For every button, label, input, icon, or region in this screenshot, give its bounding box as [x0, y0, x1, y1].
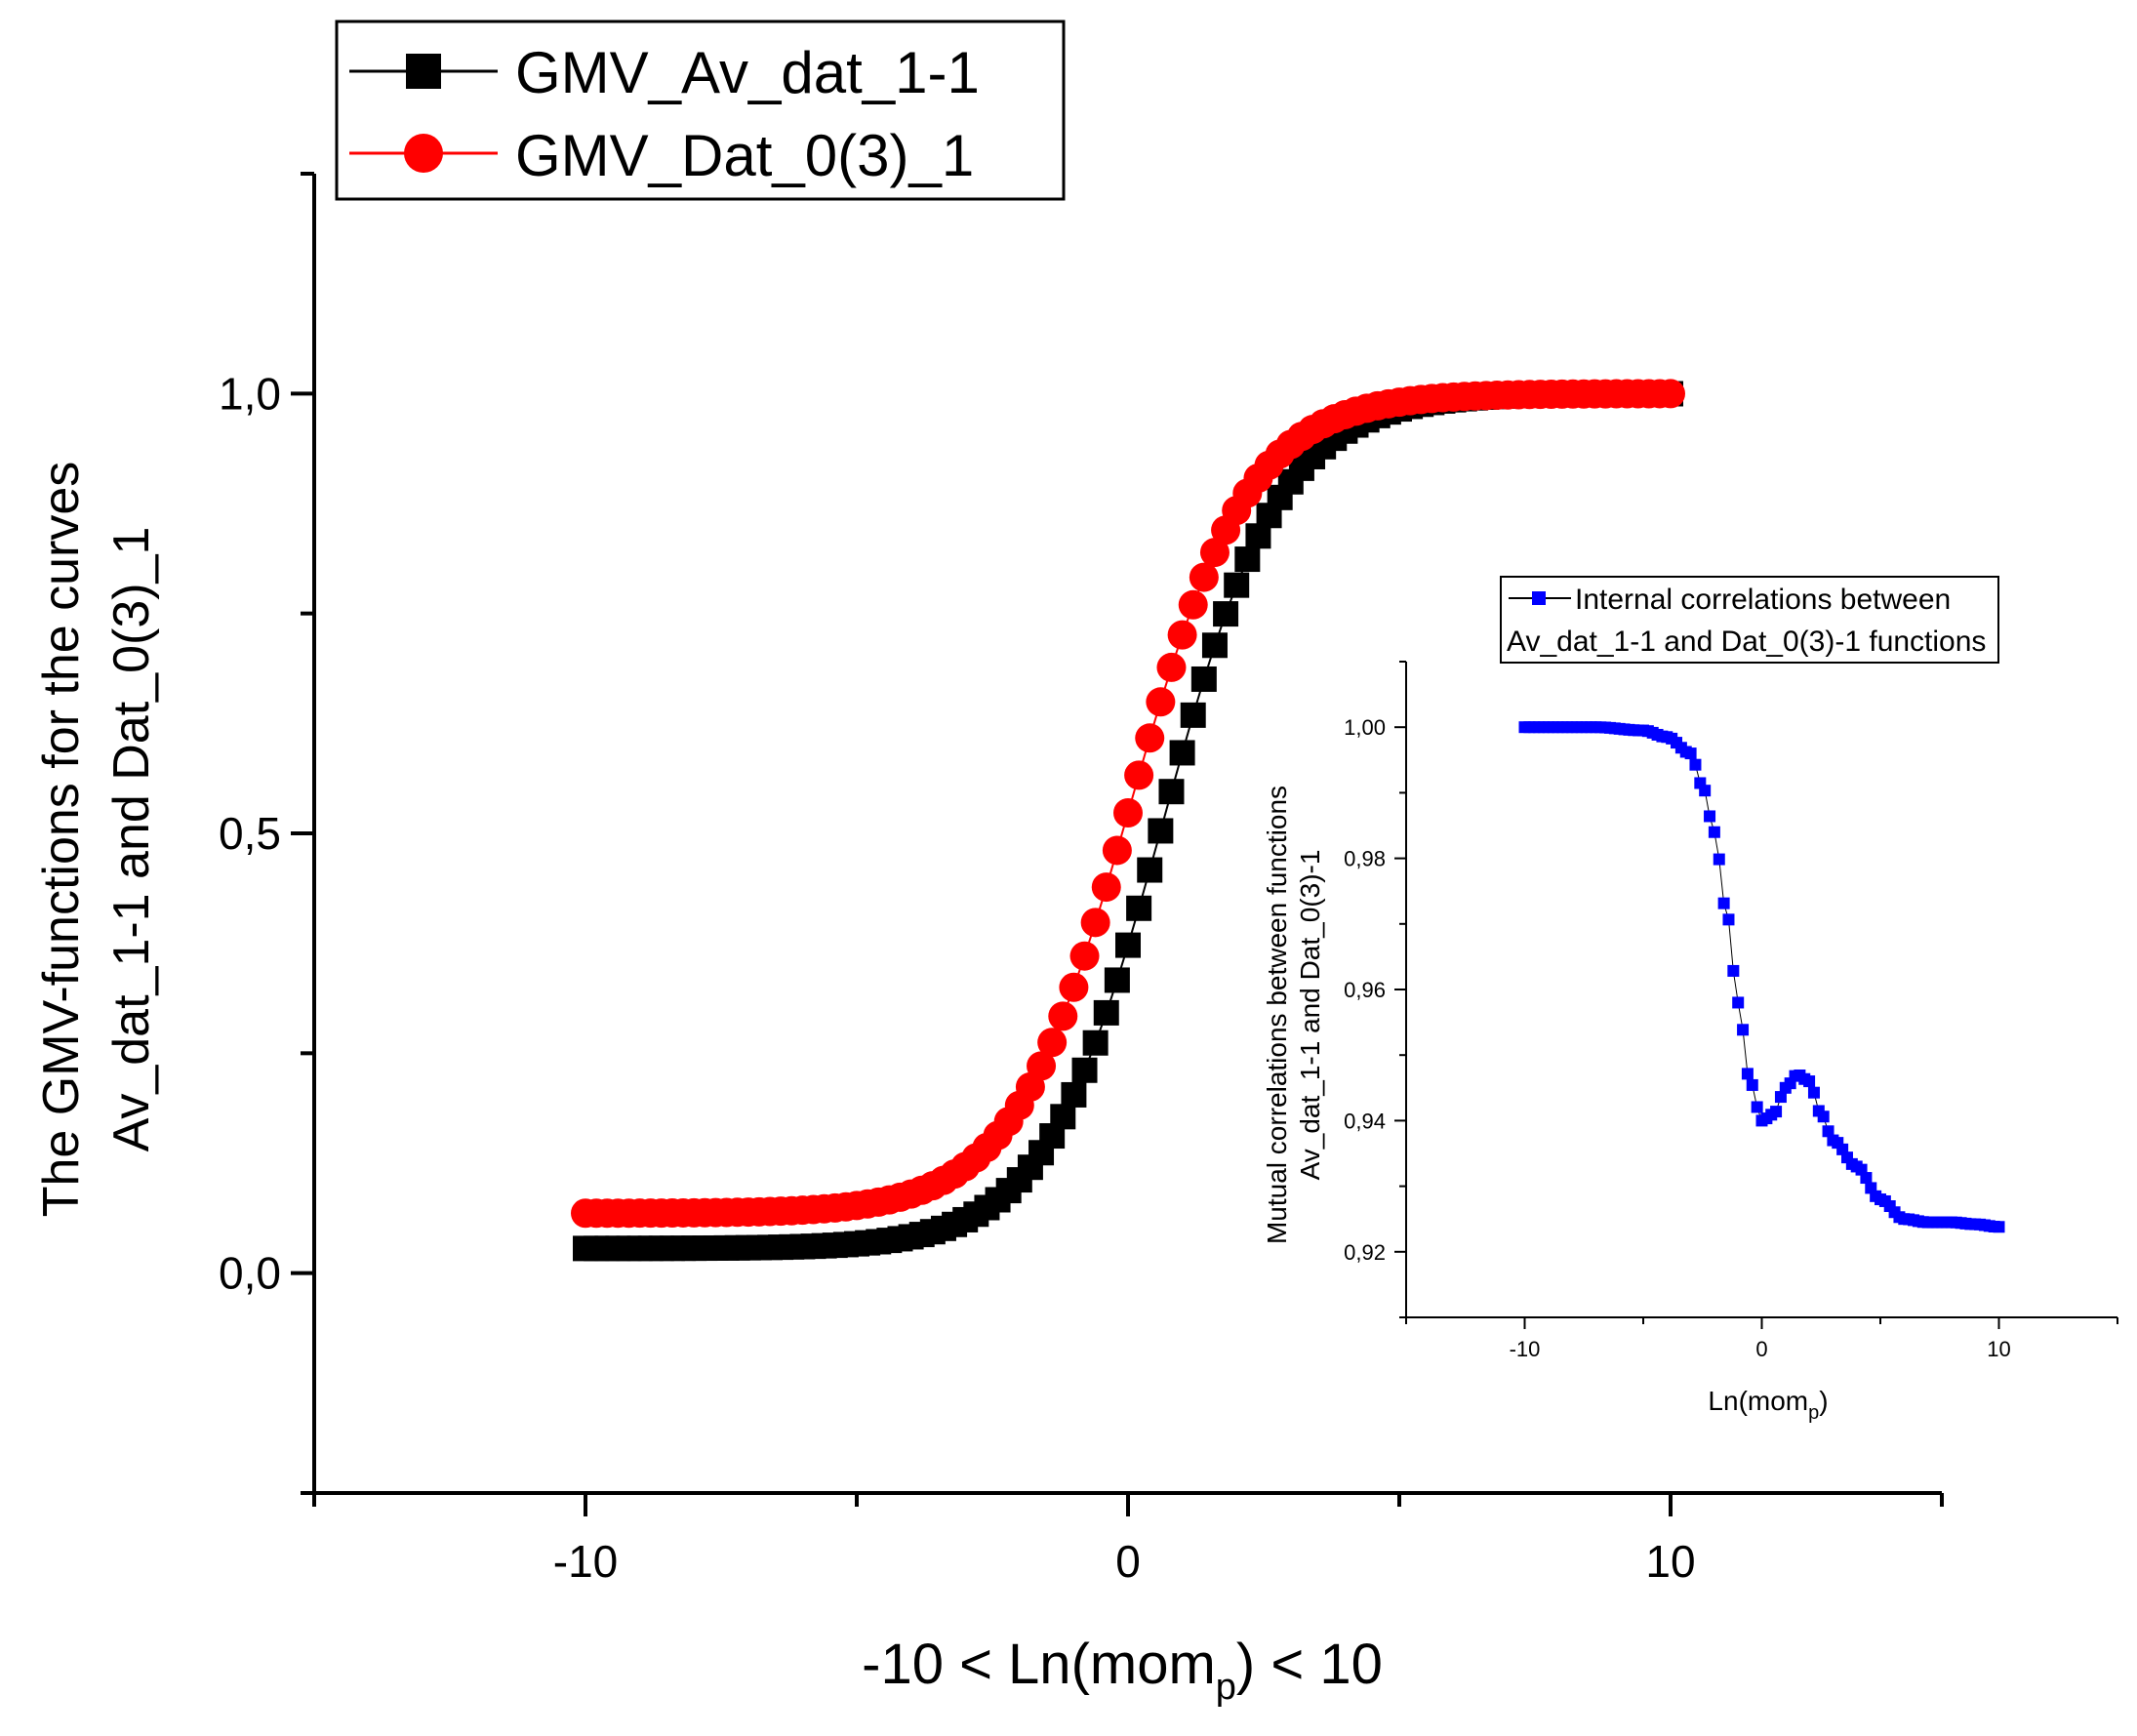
data-point-square	[1699, 785, 1712, 797]
main-x-tick-label: 10	[1645, 1536, 1695, 1587]
inset-y-tick-label: 0,96	[1344, 978, 1386, 1002]
data-point-circle	[1199, 538, 1230, 568]
data-point-square	[1224, 572, 1250, 598]
data-point-circle	[1091, 872, 1121, 903]
data-point-square	[1741, 1068, 1754, 1080]
inset-y-tick-label: 0,92	[1344, 1240, 1386, 1265]
data-point-square	[1774, 1091, 1787, 1104]
data-point-square	[1807, 1086, 1820, 1099]
data-point-square	[1860, 1172, 1873, 1185]
inset-legend-label: Internal correlations between Av_dat_1-1 …	[1507, 584, 1986, 658]
main-y-axis-label: The GMV-functions for the curves Av_dat_1…	[33, 462, 160, 1218]
data-point-square	[1737, 1024, 1750, 1036]
data-point-circle	[1102, 835, 1132, 866]
data-point-square	[1093, 999, 1119, 1026]
data-point-circle	[1167, 620, 1197, 650]
data-point-square	[1689, 758, 1702, 771]
inset-x-tick-label: 0	[1755, 1337, 1767, 1361]
data-point-square	[1148, 818, 1174, 844]
data-point-square	[1137, 857, 1163, 883]
main-legend: GMV_Av_dat_1-1 GMV_Dat_0(3)_1	[335, 20, 1066, 201]
main-legend-box	[335, 20, 1066, 201]
data-point-square	[1115, 932, 1141, 958]
data-point-circle	[1069, 941, 1100, 971]
inset-x-tick-label: 10	[1987, 1337, 2010, 1361]
data-point-circle	[1156, 652, 1187, 682]
data-point-square	[1126, 895, 1152, 921]
data-point-circle	[1113, 798, 1143, 828]
data-point-square	[1180, 702, 1206, 728]
data-point-square	[1717, 897, 1730, 909]
data-point-square	[1082, 1029, 1109, 1056]
data-point-square	[1071, 1057, 1098, 1083]
main-y-tick-label: 1,0	[219, 368, 281, 419]
data-point-square	[1817, 1110, 1830, 1123]
inset-ticks: -10 0 10 0,92 0,94 0,96 0,98 1,00	[1344, 661, 2118, 1361]
data-point-circle	[1059, 972, 1089, 1002]
data-point-square	[1234, 546, 1261, 573]
main-x-tick-label: 0	[1115, 1536, 1141, 1587]
series-internal-correlations	[1518, 721, 2005, 1233]
data-point-square	[1993, 1221, 2005, 1233]
data-point-square	[1708, 826, 1720, 838]
main-x-tick-label: -10	[553, 1536, 618, 1587]
legend-entry-dat-0-3: GMV_Dat_0(3)_1	[349, 123, 974, 188]
inset-y-tick-label: 1,00	[1344, 715, 1386, 740]
series-dat-0-3-1	[571, 379, 1685, 1229]
data-point-square	[1822, 1125, 1835, 1138]
data-point-square	[1158, 779, 1185, 805]
inset-x-axis-label: Ln(momp)	[1708, 1386, 1828, 1424]
inset-y-tick-label: 0,98	[1344, 847, 1386, 871]
data-point-square	[1746, 1078, 1758, 1091]
main-ticks: -10 0 10 0,0 0,5 1,0	[219, 172, 1944, 1587]
main-x-axis-label: -10 < Ln(momp) < 10	[862, 1633, 1383, 1708]
data-point-square	[1713, 853, 1725, 866]
data-point-square	[1704, 810, 1716, 823]
legend-label-av-dat: GMV_Av_dat_1-1	[515, 40, 980, 105]
legend-entry-av-dat: GMV_Av_dat_1-1	[349, 40, 980, 105]
main-series	[571, 379, 1685, 1262]
data-point-square	[1732, 996, 1745, 1009]
main-y-tick-label: 0,5	[219, 808, 281, 859]
data-point-square	[1190, 666, 1217, 692]
data-point-square	[1684, 747, 1697, 760]
data-point-circle	[1178, 589, 1208, 620]
inset-legend-square-marker	[1532, 591, 1546, 605]
data-point-square	[1201, 632, 1228, 659]
main-y-tick-label: 0,0	[219, 1248, 281, 1299]
inset-y-axis-label: Mutual correlations between functions Av_…	[1262, 786, 1325, 1244]
data-point-circle	[1189, 562, 1219, 592]
data-point-circle	[1656, 379, 1685, 409]
inset-x-tick-label: -10	[1510, 1337, 1541, 1361]
data-point-circle	[1146, 687, 1176, 717]
legend-square-marker	[406, 54, 441, 89]
data-point-circle	[1027, 1051, 1057, 1081]
data-point-square	[1213, 601, 1239, 627]
data-point-circle	[1124, 760, 1154, 790]
inset-plot: -10 0 10 0,92 0,94 0,96 0,98 1,00 Ln(momp) Mutu…	[1262, 576, 2118, 1424]
data-point-circle	[1037, 1028, 1068, 1058]
data-point-square	[1727, 964, 1740, 977]
inset-legend: Internal correlations between Av_dat_1-1 …	[1500, 576, 1999, 664]
data-point-square	[1169, 740, 1195, 766]
data-point-square	[1803, 1075, 1816, 1088]
inset-series	[1518, 721, 2005, 1233]
data-point-square	[1061, 1081, 1087, 1108]
data-point-square	[1104, 967, 1130, 993]
data-point-circle	[1135, 723, 1165, 753]
data-point-square	[1722, 913, 1735, 926]
legend-circle-marker	[404, 134, 443, 173]
inset-y-tick-label: 0,94	[1344, 1109, 1386, 1133]
data-point-circle	[1080, 908, 1110, 938]
data-point-circle	[1048, 1001, 1078, 1031]
legend-label-dat-0-3: GMV_Dat_0(3)_1	[515, 123, 974, 188]
data-point-square	[1050, 1104, 1076, 1130]
data-point-square	[1770, 1106, 1783, 1118]
data-point-square	[1751, 1101, 1763, 1113]
inset-legend-box	[1500, 576, 1999, 664]
main-plot: -10 0 10 0,0 0,5 1,0 -10 < Ln(momp) < 10 The …	[33, 20, 1944, 1708]
